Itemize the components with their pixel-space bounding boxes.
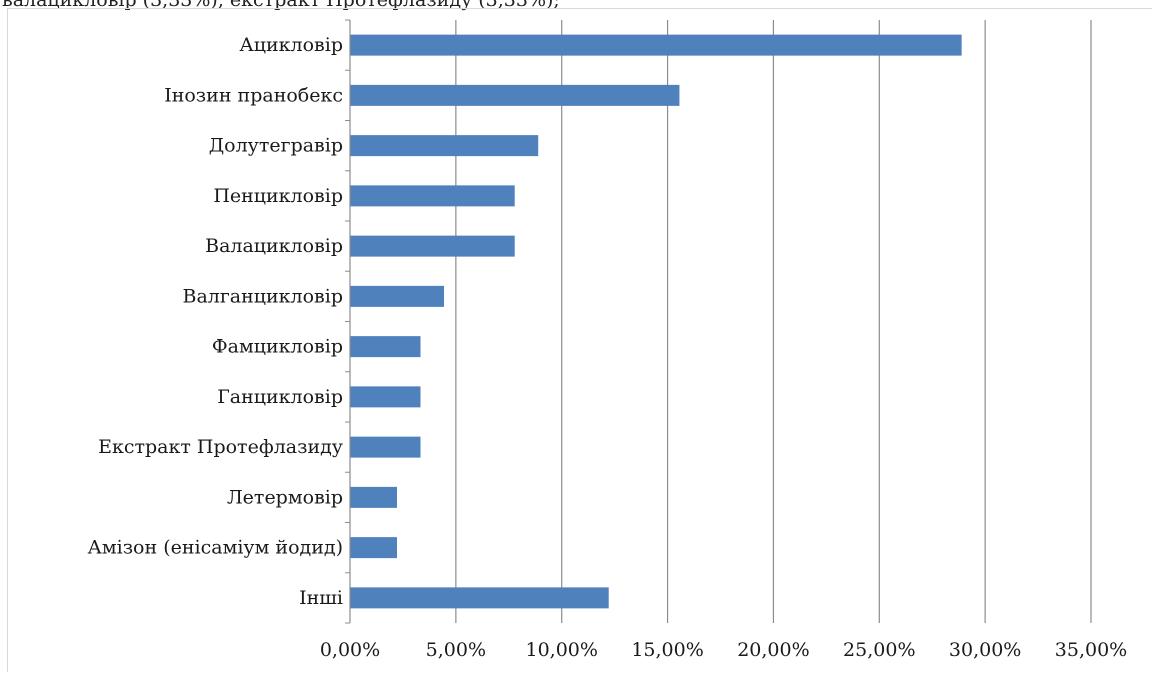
x-tick-label-1: 5,00% bbox=[426, 639, 486, 661]
category-labels: Ацикловір Інозин пранобекс Долутегравір Пен… bbox=[87, 34, 343, 609]
bar-2 bbox=[350, 135, 539, 157]
bar-7 bbox=[350, 386, 421, 408]
category-label-6: Фамцикловір bbox=[212, 336, 343, 358]
bar-0 bbox=[350, 34, 962, 56]
gridlines bbox=[455, 20, 1092, 623]
bars bbox=[350, 34, 962, 609]
category-label-2: Долутегравір bbox=[209, 135, 343, 157]
x-tick-label-0: 0,00% bbox=[320, 639, 380, 661]
bar-5 bbox=[350, 285, 445, 307]
category-label-8: Екстракт Протефлазиду bbox=[98, 436, 343, 458]
x-tick-label-4: 20,00% bbox=[737, 639, 809, 661]
x-tick-label-6: 30,00% bbox=[949, 639, 1021, 661]
bar-4 bbox=[350, 235, 515, 257]
category-label-11: Інші bbox=[299, 587, 343, 609]
bar-8 bbox=[350, 436, 421, 458]
bar-10 bbox=[350, 537, 398, 559]
category-label-7: Ганцикловір bbox=[217, 386, 343, 408]
category-label-1: Інозин пранобекс bbox=[164, 84, 343, 106]
category-label-3: Пенцикловір bbox=[213, 185, 343, 207]
chart-frame bbox=[7, 8, 1152, 672]
x-tick-label-2: 10,00% bbox=[525, 639, 597, 661]
category-label-5: Валганцикловір bbox=[182, 285, 343, 307]
x-tick-labels: 0,00% 5,00% 10,00% 15,00% 20,00% 25,00% 30,00%… bbox=[320, 639, 1127, 661]
category-label-4: Валацикловір bbox=[205, 235, 343, 257]
x-tick-label-5: 25,00% bbox=[843, 639, 915, 661]
bar-6 bbox=[350, 336, 421, 358]
x-tick-label-7: 35,00% bbox=[1055, 639, 1127, 661]
category-label-0: Ацикловір bbox=[239, 34, 343, 56]
category-label-10: Амізон (енісаміум йодид) bbox=[87, 537, 343, 559]
bar-3 bbox=[350, 185, 515, 207]
bar-9 bbox=[350, 486, 398, 508]
x-tick-label-3: 15,00% bbox=[631, 639, 703, 661]
bar-11 bbox=[350, 587, 609, 609]
bar-1 bbox=[350, 84, 680, 106]
header-text: валацикловір (3,33%), екстракт Протефлаз… bbox=[2, 0, 560, 11]
category-label-9: Летермовір bbox=[227, 486, 343, 508]
y-axis bbox=[345, 19, 351, 624]
